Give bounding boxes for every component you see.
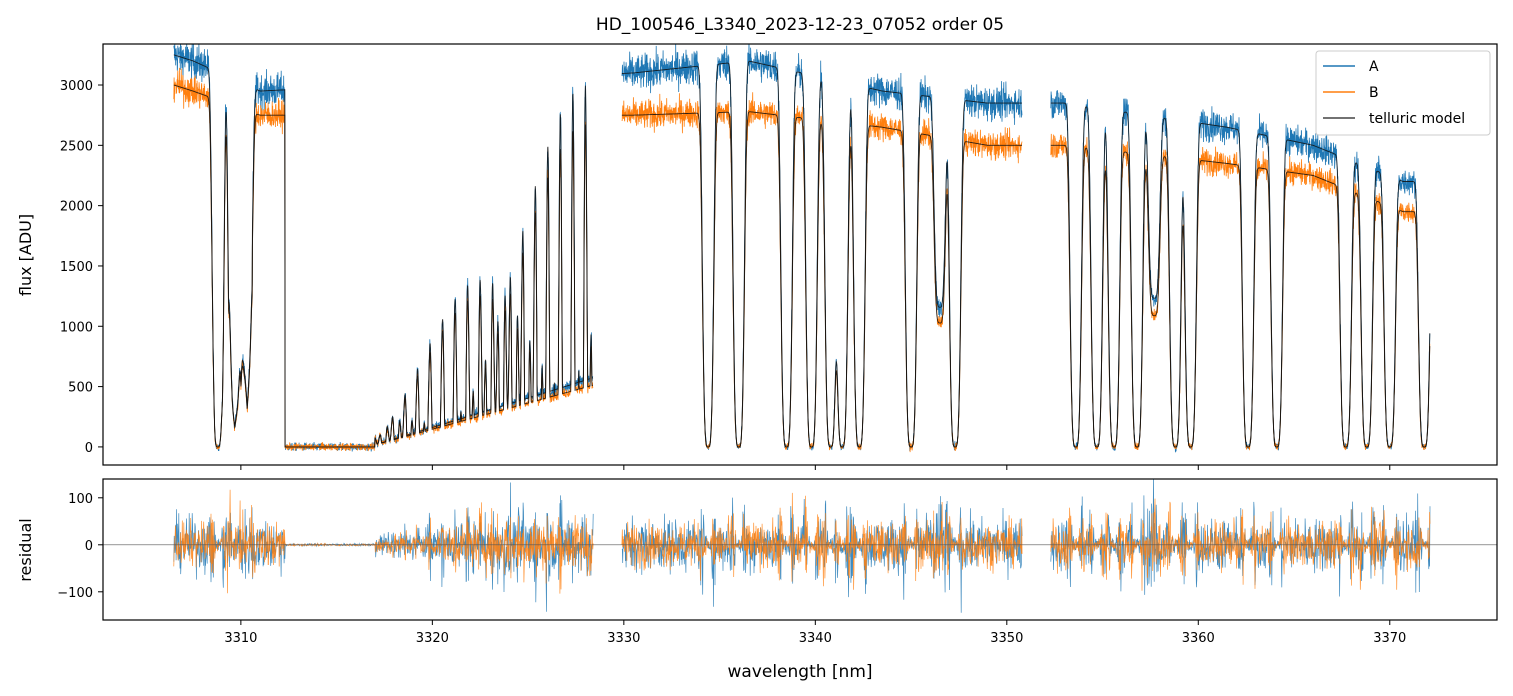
x-tick-label: 3360 (1182, 631, 1215, 646)
x-tick-label: 3330 (607, 631, 640, 646)
y-tick-label: 100 (68, 492, 93, 507)
legend-label: B (1369, 85, 1379, 101)
legend-box (1315, 50, 1491, 136)
spectrum-panel: 0 500 1000 1500 2000 2500 3000 flux [ADU] (16, 43, 1498, 470)
y-tick-label: 0 (85, 539, 93, 554)
x-axis-label: wavelength [nm] (727, 662, 872, 682)
telluric-model-b-line (173, 84, 1431, 448)
spectrum-y-axis-label: flux [ADU] (16, 214, 35, 296)
residual-panel: −100 0 100 3310 3320 3330 3340 3350 3360 3370 re… (16, 478, 1498, 682)
residual-b-line (173, 489, 1431, 594)
x-tick-label: 3320 (416, 631, 449, 646)
residual-axes-frame (102, 478, 1498, 621)
y-tick-label: 1000 (60, 320, 93, 335)
spectrum-axes-frame (102, 43, 1498, 466)
x-tick-label: 3370 (1373, 631, 1406, 646)
legend-label: A (1369, 59, 1379, 75)
y-tick-label: −100 (57, 586, 93, 601)
y-tick-label: 0 (85, 441, 93, 456)
residual-y-axis-label: residual (16, 518, 35, 581)
y-tick-label: 500 (68, 381, 93, 396)
y-tick-label: 2500 (60, 139, 93, 154)
legend-label: telluric model (1369, 111, 1465, 127)
y-tick-label: 3000 (60, 79, 93, 94)
y-tick-label: 1500 (60, 260, 93, 275)
x-tick-label: 3340 (799, 631, 832, 646)
y-tick-label: 2000 (60, 200, 93, 215)
chart-title: HD_100546_L3340_2023-12-23_07052 order 0… (596, 15, 1004, 35)
x-tick-label: 3350 (990, 631, 1023, 646)
x-tick-label: 3310 (224, 631, 257, 646)
